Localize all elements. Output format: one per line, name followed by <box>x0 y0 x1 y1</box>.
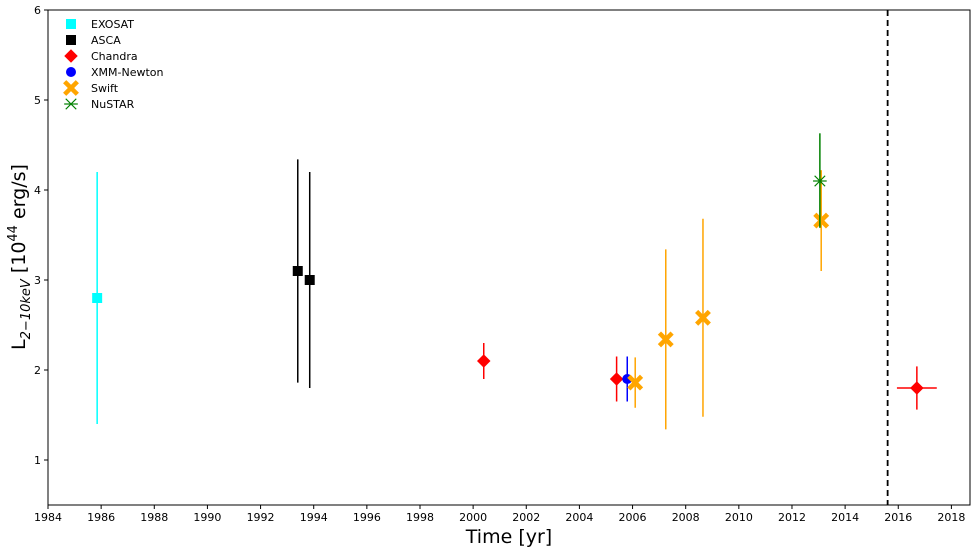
legend-label: NuSTAR <box>91 98 135 111</box>
data-point <box>627 357 644 408</box>
marker-diamond <box>609 372 624 386</box>
marker-diamond <box>910 381 924 395</box>
series-asca <box>292 159 315 388</box>
x-tick-label: 2006 <box>619 511 647 524</box>
marker-square <box>92 293 103 303</box>
y-tick-label: 3 <box>34 274 41 287</box>
y-axis-title: L2−10keV [1044 erg/s] <box>6 164 34 350</box>
marker-x-stroke <box>657 331 674 348</box>
data-point <box>813 170 830 271</box>
x-tick-label: 1984 <box>34 511 62 524</box>
y-tick-label: 1 <box>34 454 41 467</box>
x-tick-label: 1990 <box>193 511 221 524</box>
legend-label: Swift <box>91 82 119 95</box>
series-chandra <box>477 343 937 410</box>
data-point <box>304 172 315 388</box>
x-axis-ticks: 1984 1986 1988 1990 1992 1994 1996 1998 2000 2002… <box>34 505 965 524</box>
x-tick-label: 2010 <box>725 511 753 524</box>
marker-diamond <box>64 49 78 63</box>
data-point <box>292 159 303 383</box>
y-axis-title-main: L <box>8 339 30 350</box>
data-point <box>477 343 491 379</box>
marker-square <box>292 266 303 276</box>
data-point <box>896 366 937 410</box>
x-tick-label: 1986 <box>87 511 115 524</box>
y-tick-label: 6 <box>34 4 41 17</box>
x-tick-label: 2016 <box>884 511 912 524</box>
plot-area <box>48 10 970 505</box>
x-tick-label: 2002 <box>512 511 540 524</box>
data-point <box>92 172 103 424</box>
y-tick-label: 4 <box>34 184 41 197</box>
y-axis-title-part-b: erg/s] <box>8 164 30 225</box>
series-exosat <box>92 172 103 424</box>
data-marks <box>92 133 937 430</box>
x-tick-label: 1996 <box>353 511 381 524</box>
marker-square <box>66 35 76 45</box>
legend-label: XMM-Newton <box>91 66 164 79</box>
legend: EXOSAT ASCA Chandra XMM-Newton Swift NuSTAR <box>63 18 164 111</box>
data-point <box>695 218 711 417</box>
marker-square <box>304 275 315 285</box>
x-tick-label: 2008 <box>672 511 700 524</box>
legend-label: EXOSAT <box>91 18 134 31</box>
y-axis-title-superscript: 44 <box>6 225 21 242</box>
marker-x-stroke <box>695 309 711 326</box>
x-tick-label: 1988 <box>140 511 168 524</box>
data-point <box>813 133 827 228</box>
x-tick-label: 2018 <box>937 511 965 524</box>
legend-item: Chandra <box>64 49 138 63</box>
y-axis-ticks: 1 2 3 4 5 6 <box>34 4 48 467</box>
y-axis-title-part-a: [10 <box>8 242 30 280</box>
legend-item: Swift <box>63 80 119 96</box>
legend-item: EXOSAT <box>66 18 134 31</box>
x-axis-title: Time [yr] <box>465 526 552 548</box>
x-tick-label: 2012 <box>778 511 806 524</box>
marker-circle <box>66 67 76 77</box>
legend-label: ASCA <box>91 34 121 47</box>
legend-item: NuSTAR <box>64 98 135 111</box>
data-point <box>657 249 674 430</box>
legend-item: ASCA <box>66 34 121 47</box>
marker-diamond <box>477 354 491 368</box>
plot-frame <box>47 9 971 506</box>
marker-square <box>66 19 76 29</box>
x-tick-label: 2014 <box>831 511 859 524</box>
legend-label: Chandra <box>91 50 138 63</box>
x-tick-label: 2004 <box>565 511 593 524</box>
x-tick-label: 1992 <box>247 511 275 524</box>
marker-x-stroke <box>813 212 830 229</box>
x-tick-label: 1998 <box>406 511 434 524</box>
data-point <box>609 356 624 402</box>
y-tick-label: 5 <box>34 94 41 107</box>
marker-x-stroke <box>63 80 79 96</box>
y-tick-label: 2 <box>34 364 41 377</box>
y-axis-title-subscript: 2−10keV <box>19 278 34 339</box>
series-nustar <box>813 133 827 228</box>
series-swift <box>627 170 830 430</box>
legend-item: XMM-Newton <box>66 66 164 79</box>
marker-x-stroke <box>627 374 644 391</box>
x-tick-label: 1994 <box>300 511 328 524</box>
x-tick-label: 2000 <box>459 511 487 524</box>
